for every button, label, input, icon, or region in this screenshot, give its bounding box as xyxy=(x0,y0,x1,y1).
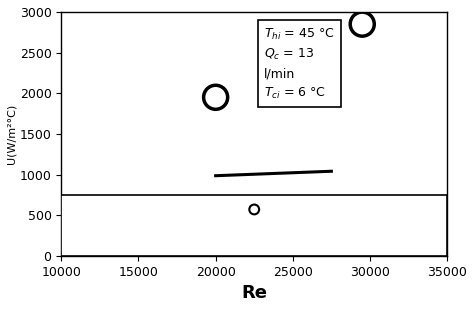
Point xyxy=(358,22,366,27)
Point xyxy=(250,207,258,212)
Text: Exp: Exp xyxy=(277,202,303,216)
X-axis label: Re: Re xyxy=(241,284,267,302)
Text: $T_{hi}$ = 45 °C
$Q_c$ = 13
l/min
$T_{ci}$ = 6 °C: $T_{hi}$ = 45 °C $Q_c$ = 13 l/min $T_{ci… xyxy=(264,27,335,101)
Point xyxy=(212,95,219,100)
Bar xyxy=(61,195,447,256)
Y-axis label: U(W/m²°C): U(W/m²°C) xyxy=(7,104,17,164)
Point xyxy=(289,74,297,79)
